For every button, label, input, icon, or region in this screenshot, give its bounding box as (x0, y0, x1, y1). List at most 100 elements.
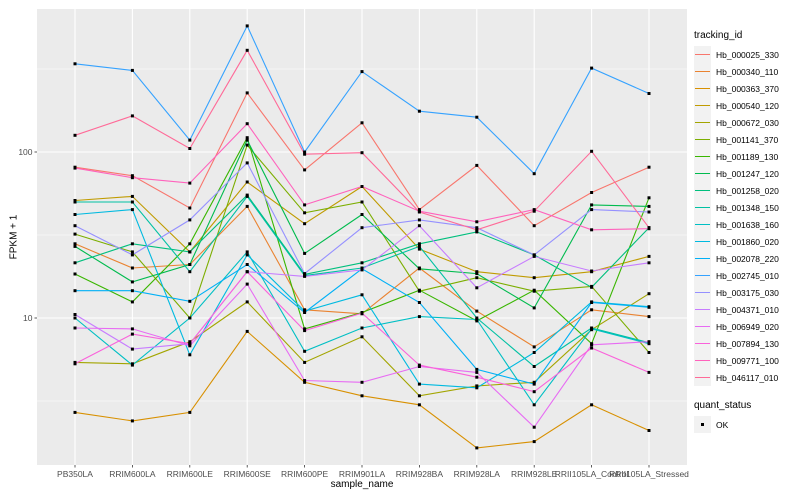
data-point (532, 390, 536, 394)
data-point (647, 305, 651, 309)
legend-line-icon (695, 139, 710, 140)
data-point (73, 326, 77, 330)
data-point (590, 285, 594, 289)
data-point (532, 209, 536, 213)
legend-line-icon (695, 377, 710, 378)
legend-item: Hb_001247_120 (694, 165, 798, 182)
data-point (475, 226, 479, 230)
legend-key-swatch (694, 199, 711, 216)
data-point (647, 351, 651, 354)
data-point (532, 288, 536, 292)
data-point (590, 346, 594, 350)
y-axis-title: FPKM + 1 (8, 214, 20, 260)
data-point (532, 440, 536, 444)
data-point (360, 121, 364, 125)
x-tick-label: RRIM928BA (396, 469, 444, 479)
data-point (130, 363, 134, 367)
data-point (130, 176, 134, 180)
legend-line-icon (695, 207, 710, 208)
x-tick-label: RRII105LA_Stressed (609, 469, 689, 479)
data-point (475, 375, 479, 379)
legend-item: Hb_000672_030 (694, 114, 798, 131)
legend-key-swatch (694, 352, 711, 369)
data-point (532, 403, 536, 407)
legend-item-label: Hb_001141_370 (716, 134, 779, 145)
data-point (130, 174, 134, 178)
data-point (475, 115, 479, 119)
data-point (417, 301, 421, 304)
legend-item-label: Hb_004371_010 (716, 304, 779, 315)
data-point (532, 172, 536, 176)
data-point (130, 289, 134, 293)
data-point (532, 276, 536, 280)
data-point (245, 161, 249, 165)
data-point (245, 24, 249, 28)
data-point (188, 181, 192, 185)
legend-line-icon (695, 326, 710, 327)
legend-key-swatch (694, 284, 711, 301)
data-point (417, 109, 421, 113)
data-point (360, 335, 364, 339)
data-point (532, 425, 536, 429)
x-tick-label: RRIM901LA (339, 469, 386, 479)
data-point (647, 92, 651, 95)
legend-item-list: Hb_000025_330 Hb_000340_110 Hb_000363_370 H… (694, 46, 798, 386)
data-point (590, 327, 594, 331)
legend-item: Hb_001189_130 (694, 148, 798, 165)
data-point (475, 163, 479, 167)
data-point (73, 362, 77, 366)
data-point (245, 136, 249, 140)
data-point (475, 228, 479, 232)
data-point (417, 244, 421, 248)
data-point (590, 308, 594, 312)
x-tick-label: RRIM928LE (511, 469, 558, 479)
legend-line-icon (695, 105, 710, 106)
data-point (417, 224, 421, 228)
legend-line-icon (695, 292, 710, 293)
legend-item-label: Hb_003175_030 (716, 287, 779, 298)
data-point (188, 340, 192, 344)
data-point (73, 272, 77, 276)
legend-item: Hb_002078_220 (694, 250, 798, 267)
data-point (245, 91, 249, 95)
data-point (245, 143, 249, 147)
data-point (130, 327, 134, 331)
x-tick-label: RRII105LA_Control (555, 469, 629, 479)
legend-item: Hb_004371_010 (694, 301, 798, 318)
data-point (245, 300, 249, 304)
legend-line-icon (695, 224, 710, 225)
data-point (475, 367, 479, 371)
data-point (303, 274, 307, 278)
data-point (73, 242, 77, 246)
legend-item: Hb_000340_110 (694, 63, 798, 80)
data-point (590, 208, 594, 212)
legend-key-swatch (694, 80, 711, 97)
data-point (245, 138, 249, 142)
data-point (188, 206, 192, 210)
legend-line-icon (695, 122, 710, 123)
data-point (245, 122, 249, 126)
data-point (647, 210, 651, 214)
data-point (532, 365, 536, 368)
legend-item-label: Hb_000363_370 (716, 83, 779, 94)
legend-line-icon (695, 360, 710, 361)
data-point (647, 340, 651, 344)
data-point (73, 289, 77, 293)
legend-line-icon (695, 309, 710, 310)
data-point (73, 232, 77, 236)
legend-item-label: Hb_007894_130 (716, 338, 779, 349)
legend-key-swatch (694, 301, 711, 318)
data-point (590, 191, 594, 194)
data-point (303, 329, 307, 333)
legend-item: Hb_001141_370 (694, 131, 798, 148)
data-point (417, 210, 421, 214)
legend-key-swatch (694, 114, 711, 131)
legend-title-tracking-id: tracking_id (694, 30, 743, 41)
legend-item: Hb_002745_010 (694, 267, 798, 284)
legend: tracking_id Hb_000025_330 Hb_000340_110 Hb… (694, 30, 798, 433)
data-point (417, 267, 421, 271)
data-point (360, 226, 364, 230)
legend-key-swatch (694, 182, 711, 199)
